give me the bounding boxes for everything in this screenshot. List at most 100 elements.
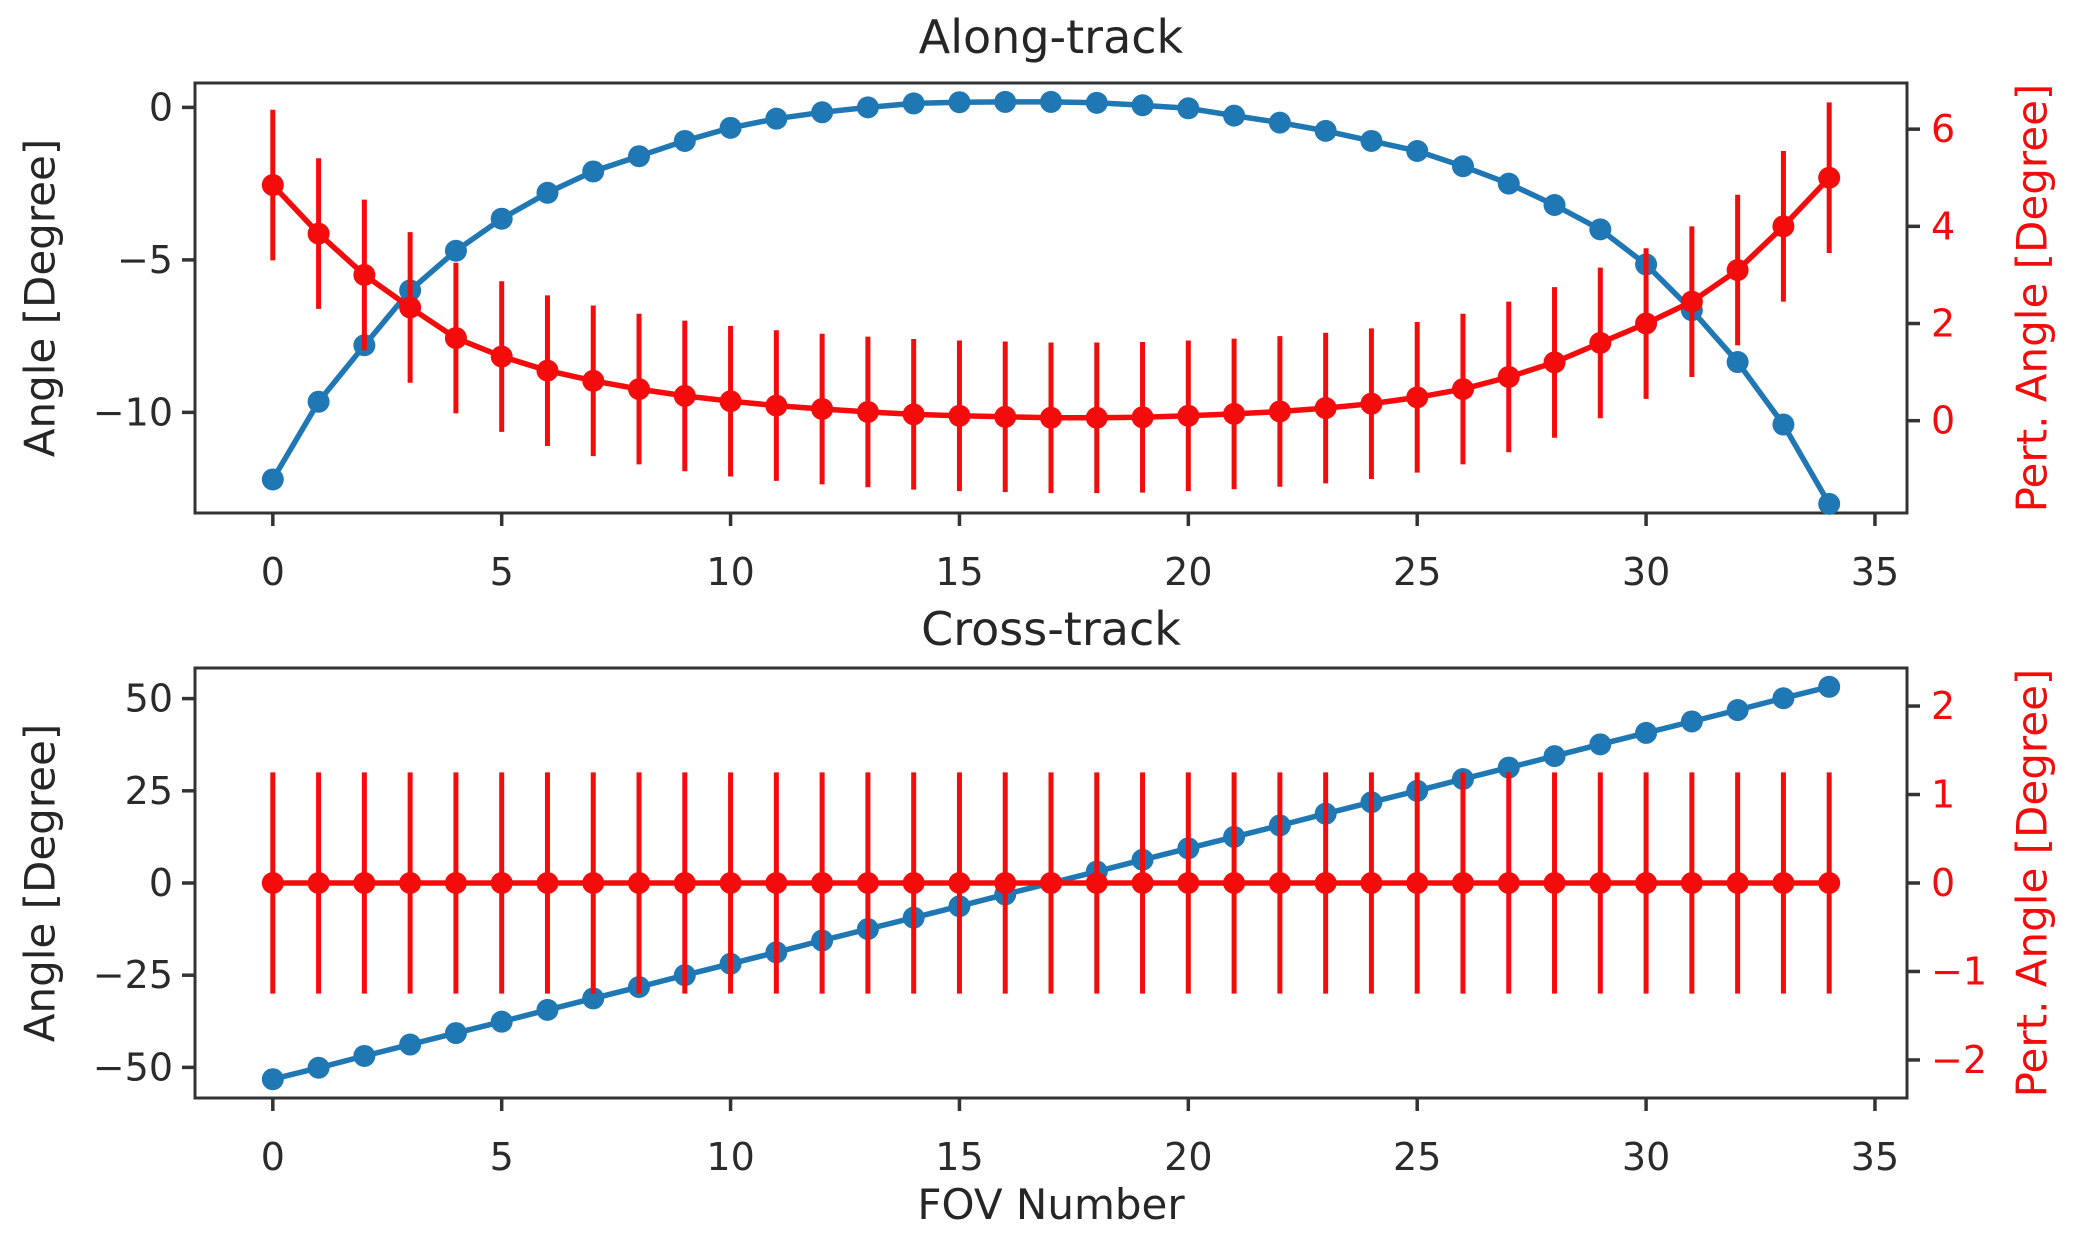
data-point xyxy=(307,1056,330,1079)
y-tick-label: −50 xyxy=(93,1045,173,1089)
data-point xyxy=(1451,378,1474,401)
data-point xyxy=(902,92,925,115)
data-point xyxy=(1543,351,1566,374)
data-point xyxy=(811,398,834,421)
data-point xyxy=(261,1068,284,1091)
data-point xyxy=(765,872,788,894)
data-point xyxy=(1497,365,1520,388)
data-point xyxy=(719,116,742,139)
x-tick-label: 10 xyxy=(706,550,754,594)
y-tick-label: −5 xyxy=(117,238,173,282)
data-point xyxy=(856,96,879,119)
data-point xyxy=(673,384,696,407)
series-angle xyxy=(261,90,1841,515)
data-point xyxy=(948,872,971,894)
data-point xyxy=(582,987,605,1010)
x-tick-label: 5 xyxy=(490,550,514,594)
data-point xyxy=(444,872,467,894)
data-point xyxy=(1635,872,1658,894)
series-pert-angle xyxy=(261,772,1841,994)
data-point xyxy=(353,1044,376,1067)
y-axis-left: 0 −5 −10 xyxy=(93,85,195,434)
data-point xyxy=(765,394,788,417)
x-axis: 0 5 10 15 20 25 30 35 xyxy=(261,513,1899,594)
data-point xyxy=(1223,104,1246,127)
data-point xyxy=(1268,111,1291,134)
data-point xyxy=(1726,872,1749,894)
data-point xyxy=(1223,402,1246,425)
data-point xyxy=(536,181,559,204)
y-axis-right: 6 4 2 0 xyxy=(1907,107,1955,443)
data-point xyxy=(1085,91,1108,114)
x-tick-label: 10 xyxy=(706,1135,754,1179)
x-tick-label: 20 xyxy=(1164,1135,1212,1179)
data-point xyxy=(307,222,330,245)
data-point xyxy=(536,998,559,1021)
data-point xyxy=(994,90,1017,113)
data-point xyxy=(811,101,834,124)
data-point xyxy=(1726,699,1749,722)
data-point xyxy=(1772,413,1795,436)
data-point xyxy=(1131,872,1154,894)
x-tick-label: 20 xyxy=(1164,550,1212,594)
data-point xyxy=(1680,290,1703,313)
data-point xyxy=(902,403,925,426)
y-tick-label: −10 xyxy=(93,390,173,434)
data-point xyxy=(444,1022,467,1045)
data-point xyxy=(1497,756,1520,779)
data-point xyxy=(1589,872,1612,894)
data-point xyxy=(1177,404,1200,427)
data-point xyxy=(1635,312,1658,335)
data-point xyxy=(1818,166,1841,189)
x-tick-label: 15 xyxy=(935,550,983,594)
y-tick-label: 1 xyxy=(1931,773,1955,817)
data-point xyxy=(1589,733,1612,756)
data-point xyxy=(1772,215,1795,238)
y-tick-label: 0 xyxy=(149,85,173,129)
data-point xyxy=(628,145,651,168)
data-point xyxy=(948,91,971,114)
y-tick-label: 0 xyxy=(149,861,173,905)
x-tick-label: 30 xyxy=(1622,1135,1670,1179)
data-point xyxy=(307,872,330,894)
data-point xyxy=(1177,872,1200,894)
data-point xyxy=(490,872,513,894)
data-point xyxy=(1268,872,1291,894)
data-point xyxy=(1772,687,1795,710)
data-point xyxy=(902,872,925,894)
x-tick-label: 0 xyxy=(261,550,285,594)
data-point xyxy=(1268,400,1291,423)
data-point xyxy=(1451,155,1474,178)
data-point xyxy=(444,327,467,350)
y-tick-label: 0 xyxy=(1931,861,1955,905)
y-tick-label: −2 xyxy=(1931,1038,1987,1082)
data-point xyxy=(1497,172,1520,195)
x-tick-label: 15 xyxy=(935,1135,983,1179)
data-point xyxy=(307,390,330,413)
data-point xyxy=(1451,872,1474,894)
data-point xyxy=(1040,90,1062,113)
data-point xyxy=(856,400,879,423)
data-point xyxy=(856,872,879,894)
data-point xyxy=(1726,259,1749,282)
data-point xyxy=(399,296,422,319)
x-tick-label: 30 xyxy=(1622,550,1670,594)
data-point xyxy=(490,207,513,230)
data-point xyxy=(765,107,788,130)
data-point xyxy=(1314,119,1337,142)
data-point xyxy=(994,405,1017,428)
data-point xyxy=(1177,97,1200,120)
data-point xyxy=(719,872,742,894)
x-tick-label: 35 xyxy=(1851,1135,1899,1179)
data-point xyxy=(1589,331,1612,354)
x-tick-label: 35 xyxy=(1851,550,1899,594)
data-point xyxy=(1543,745,1566,768)
data-point xyxy=(994,872,1017,894)
data-point xyxy=(628,872,651,894)
cross-track-ylabel-left: Angle [Degree] xyxy=(15,723,65,1043)
data-point xyxy=(1314,397,1337,420)
data-point xyxy=(261,872,284,894)
data-point xyxy=(1360,129,1383,152)
data-point xyxy=(673,872,696,894)
data-point xyxy=(399,872,422,894)
